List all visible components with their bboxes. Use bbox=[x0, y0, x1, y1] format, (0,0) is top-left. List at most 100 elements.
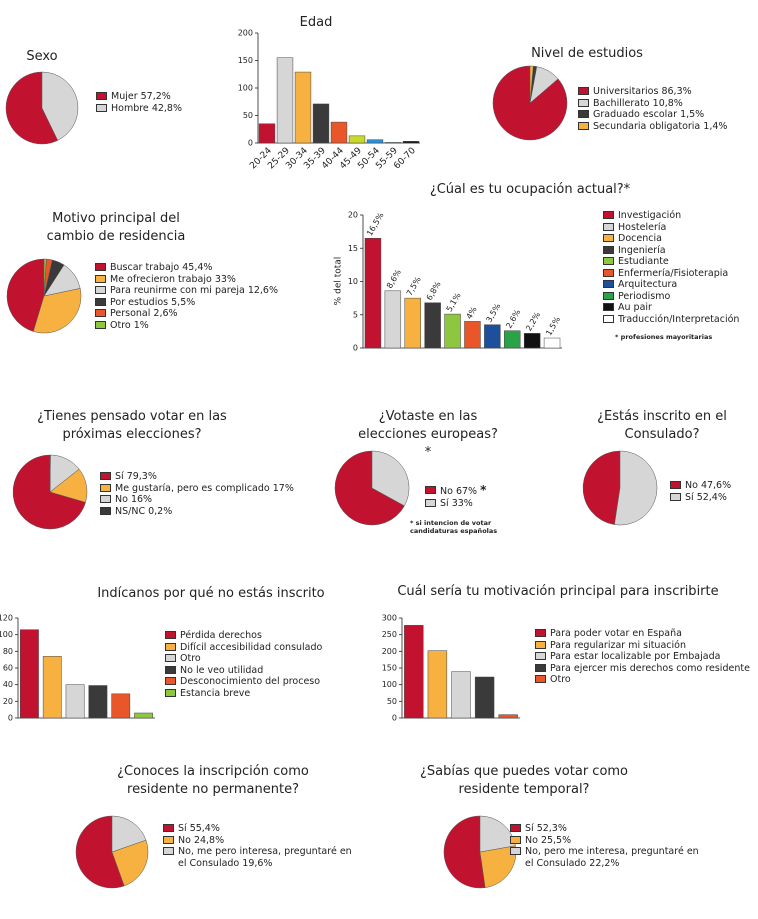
legend-swatch bbox=[603, 245, 614, 254]
legend-swatch bbox=[578, 87, 589, 95]
legend-item: Buscar trabajo 45,4% bbox=[95, 262, 305, 274]
legend-text: No 24,8% bbox=[178, 835, 224, 847]
legend-label: Para reunirme con mi pareja bbox=[110, 285, 245, 296]
legend-swatch bbox=[95, 320, 106, 329]
legend-label: Periodismo bbox=[618, 290, 671, 302]
legend-swatch bbox=[603, 268, 614, 277]
legend-text: Sí 79,3% bbox=[115, 471, 157, 483]
legend-item: Enfermería/Fisioterapia bbox=[603, 268, 758, 280]
bar bbox=[276, 57, 294, 144]
legend-value: 86,3% bbox=[661, 86, 692, 97]
legend-text: Personal 2,6% bbox=[110, 308, 178, 320]
legend-value: 52,3% bbox=[536, 823, 567, 834]
legend-label: Arquitectura bbox=[618, 279, 678, 290]
chart-title: ¿Cúal es tu ocupación actual?* bbox=[429, 182, 631, 197]
pie-slice bbox=[334, 450, 405, 526]
legend-item: Arquitectura bbox=[603, 279, 758, 291]
y-tick-label: 0 bbox=[8, 714, 13, 723]
y-tick-label: 20 bbox=[348, 211, 358, 220]
y-tick-label: 0 bbox=[392, 714, 397, 723]
legend-swatch bbox=[603, 234, 614, 242]
legend-item: Docencia bbox=[603, 233, 758, 245]
legend-label: No bbox=[440, 486, 453, 497]
legend-item: Secundaria obligatoria 1,4% bbox=[578, 121, 758, 133]
legend-text: Arquitectura bbox=[618, 279, 677, 291]
legend-item: NS/NC 0,2% bbox=[100, 506, 330, 518]
pie-slice bbox=[111, 815, 147, 853]
value-label: 2,2% bbox=[524, 310, 542, 332]
y-axis-label: % del total bbox=[334, 257, 344, 306]
legend-label: Para estar localizable por Embajada bbox=[550, 651, 721, 662]
pie-slice bbox=[41, 71, 79, 141]
pie-slice bbox=[582, 450, 621, 525]
note: * si intencion de votar candidaturas esp… bbox=[410, 519, 498, 535]
legend-item: Para reunirme con mi pareja 12,6% bbox=[95, 285, 305, 297]
bar bbox=[474, 676, 495, 719]
legend-text: Universitarios 86,3% bbox=[593, 86, 692, 98]
legend-swatch bbox=[578, 121, 589, 130]
legend-item: Sí 52,3% bbox=[510, 823, 700, 835]
legend-swatch bbox=[95, 274, 106, 283]
bar bbox=[427, 650, 448, 719]
legend-swatch bbox=[603, 222, 614, 231]
legend-label: Sí bbox=[440, 497, 449, 509]
legend-text: Para poder votar en España bbox=[550, 628, 682, 640]
legend-item: Ingeniería bbox=[603, 245, 758, 257]
legend-value: 16% bbox=[130, 494, 153, 505]
bar bbox=[543, 337, 561, 349]
legend-label: Hostelería bbox=[618, 221, 667, 233]
legend-label: Secundaria obligatoria bbox=[593, 120, 701, 132]
legend-item: Me ofrecieron trabajo 33% bbox=[95, 274, 305, 286]
legend-label: Personal bbox=[110, 308, 151, 319]
legend-swatch bbox=[163, 835, 174, 844]
legend-swatch bbox=[95, 297, 106, 306]
legend-label: No, pero me interesa, preguntaré en el C… bbox=[525, 846, 699, 869]
legend-item: Sí 79,3% bbox=[100, 471, 330, 483]
y-tick-label: 100 bbox=[382, 680, 397, 689]
legend-label: Bachillerato bbox=[593, 97, 650, 109]
legend-item: Mujer 57,2% bbox=[96, 91, 236, 103]
legend-label: Me ofrecieron trabajo bbox=[110, 273, 212, 285]
legend-value: 5,5% bbox=[171, 296, 196, 308]
legend-label: Me gustaría, pero es complicado bbox=[115, 482, 270, 494]
y-tick-label: 80 bbox=[3, 647, 13, 656]
pie-slice bbox=[6, 258, 45, 332]
legend-swatch bbox=[603, 257, 614, 265]
y-tick-label: 150 bbox=[382, 664, 397, 673]
legend-item: Universitarios 86,3% bbox=[578, 86, 758, 98]
legend-text: Otro 1% bbox=[110, 320, 149, 332]
legend-label: Desconocimiento del proceso bbox=[180, 676, 321, 687]
chart-title: ¿Sabías que puedes votar como residente … bbox=[419, 764, 629, 797]
legend-text: Estancia breve bbox=[180, 688, 250, 700]
legend-text: Desconocimiento del proceso bbox=[180, 676, 320, 688]
legend-item: Periodismo bbox=[603, 291, 758, 303]
legend-text: Secundaria obligatoria 1,4% bbox=[593, 121, 727, 133]
legend-label: No le veo utilidad bbox=[180, 664, 264, 676]
legend-item: Para ejercer mis derechos como residente bbox=[535, 663, 758, 675]
legend-swatch bbox=[535, 675, 546, 683]
legend-swatch bbox=[425, 498, 436, 507]
legend-swatch bbox=[425, 486, 436, 494]
legend-item: No 47,6% bbox=[670, 480, 750, 492]
bar bbox=[404, 297, 421, 349]
legend-text: Me gustaría, pero es complicado 17% bbox=[115, 483, 294, 495]
legend-label: Investigación bbox=[618, 210, 682, 221]
legend-text: Otro bbox=[550, 674, 571, 686]
legend-value: 22,2% bbox=[589, 857, 620, 869]
legend-label: Otro bbox=[180, 653, 201, 664]
y-tick-label: 50 bbox=[243, 111, 253, 120]
pie-slice bbox=[614, 450, 658, 526]
pie-slice bbox=[75, 815, 125, 889]
legend-label: Mujer bbox=[111, 91, 138, 102]
legend-label: Sí bbox=[685, 491, 694, 503]
bar bbox=[88, 685, 108, 719]
legend-swatch bbox=[535, 629, 546, 637]
y-tick-label: 120 bbox=[0, 614, 13, 623]
legend-item: Por estudios 5,5% bbox=[95, 297, 305, 309]
legend-text: No 47,6% bbox=[685, 480, 731, 492]
y-tick-label: 0 bbox=[248, 139, 253, 148]
legend-label: Enfermería/Fisioterapia bbox=[618, 267, 729, 279]
y-tick-label: 20 bbox=[3, 697, 13, 706]
legend-label: Au pair bbox=[618, 302, 652, 313]
pie-slice bbox=[111, 839, 149, 887]
